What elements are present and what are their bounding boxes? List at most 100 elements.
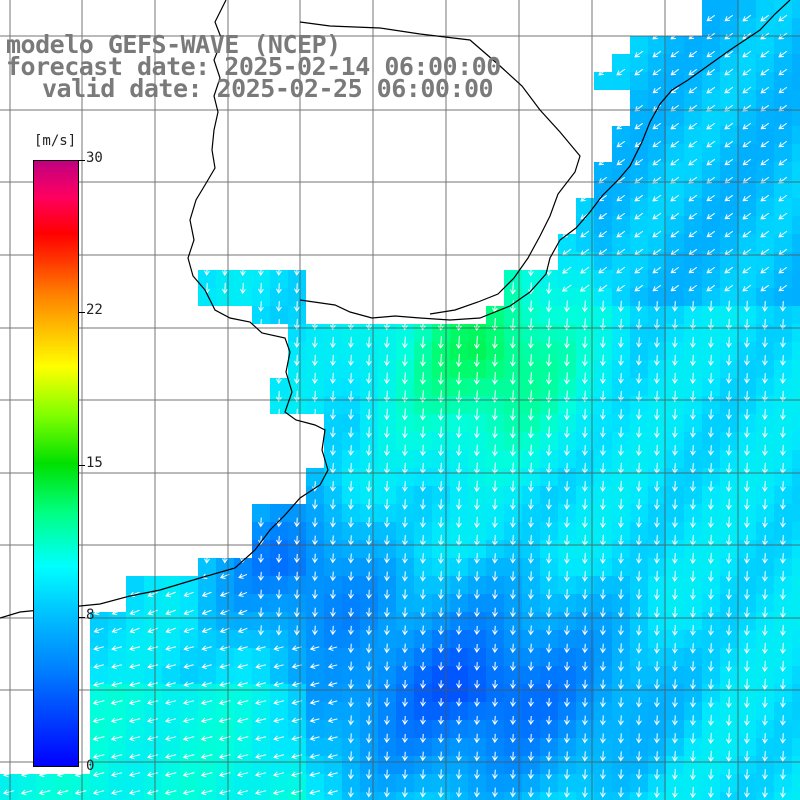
wind-arrow xyxy=(330,391,336,402)
wind-speed-cell xyxy=(666,342,684,360)
wind-speed-cell xyxy=(558,414,576,432)
wind-speed-cell xyxy=(756,630,774,648)
wind-arrow xyxy=(255,699,267,706)
wind-arrow xyxy=(760,14,770,22)
wind-arrow xyxy=(402,769,408,780)
wind-arrow xyxy=(652,158,662,166)
wind-speed-cell xyxy=(594,72,612,90)
wind-speed-cell xyxy=(774,306,792,324)
wind-speed-cell xyxy=(720,0,738,18)
wind-arrow xyxy=(311,372,318,385)
wind-speed-cell xyxy=(702,18,720,36)
wind-speed-cell xyxy=(648,738,666,756)
wind-speed-cell xyxy=(342,774,360,792)
wind-arrow xyxy=(473,408,480,421)
wind-speed-cell xyxy=(288,360,306,378)
wind-speed-cell xyxy=(612,432,630,450)
colorbar xyxy=(33,160,79,767)
wind-arrow xyxy=(384,589,390,600)
wind-speed-cell xyxy=(738,414,756,432)
wind-arrow xyxy=(294,589,300,600)
wind-speed-cell xyxy=(396,630,414,648)
wind-arrow xyxy=(492,553,498,564)
wind-speed-cell xyxy=(306,756,324,774)
wind-speed-cell xyxy=(486,774,504,792)
wind-speed-cell xyxy=(612,378,630,396)
wind-arrow xyxy=(330,625,336,636)
wind-arrow xyxy=(438,787,444,798)
wind-speed-cell xyxy=(792,756,800,774)
wind-arrow xyxy=(510,769,516,780)
wind-arrow xyxy=(779,426,786,439)
wind-arrow xyxy=(654,355,660,366)
wind-arrow xyxy=(455,353,462,368)
wind-arrow xyxy=(509,282,516,295)
wind-speed-cell xyxy=(576,774,594,792)
wind-arrow xyxy=(618,354,624,366)
wind-speed-cell xyxy=(684,270,702,288)
wind-arrow xyxy=(726,571,732,582)
wind-arrow xyxy=(724,86,734,94)
wind-speed-cell xyxy=(486,594,504,612)
wind-arrow xyxy=(129,663,141,670)
wind-speed-cell xyxy=(684,774,702,792)
wind-arrow xyxy=(689,786,696,799)
wind-speed-cell xyxy=(144,792,162,800)
wind-speed-cell xyxy=(396,576,414,594)
wind-arrow xyxy=(401,354,408,367)
wind-speed-cell xyxy=(612,450,630,468)
wind-arrow xyxy=(724,158,734,166)
wind-speed-cell xyxy=(738,270,756,288)
wind-arrow xyxy=(294,301,300,312)
wind-speed-cell xyxy=(144,684,162,702)
wind-arrow xyxy=(690,697,696,708)
wind-speed-cell xyxy=(684,288,702,306)
wind-arrow xyxy=(437,426,444,439)
wind-speed-cell xyxy=(756,288,774,306)
wind-speed-cell xyxy=(720,378,738,396)
wind-speed-cell xyxy=(252,288,270,306)
wind-arrow xyxy=(420,643,426,654)
wind-arrow xyxy=(742,50,752,58)
wind-speed-cell xyxy=(540,522,558,540)
wind-arrow xyxy=(327,681,338,687)
wind-arrow xyxy=(636,355,642,366)
wind-speed-cell xyxy=(324,432,342,450)
wind-arrow xyxy=(510,751,516,762)
wind-arrow xyxy=(474,643,480,653)
wind-speed-cell xyxy=(594,486,612,504)
wind-speed-cell xyxy=(540,630,558,648)
wind-arrow xyxy=(778,50,788,58)
wind-speed-cell xyxy=(612,180,630,198)
wind-arrow xyxy=(401,336,408,349)
wind-arrow xyxy=(366,751,372,762)
wind-arrow xyxy=(636,589,642,600)
wind-arrow xyxy=(510,498,516,510)
wind-arrow xyxy=(528,715,534,725)
wind-arrow xyxy=(38,789,51,796)
wind-speed-cell xyxy=(684,558,702,576)
wind-speed-cell xyxy=(162,738,180,756)
wind-speed-cell xyxy=(90,720,108,738)
wind-speed-cell xyxy=(630,612,648,630)
wind-speed-cell xyxy=(252,666,270,684)
wind-speed-cell xyxy=(450,738,468,756)
wind-speed-cell xyxy=(324,720,342,738)
wind-speed-cell xyxy=(684,144,702,162)
wind-arrow xyxy=(672,301,678,312)
wind-arrow xyxy=(165,645,177,652)
wind-arrow xyxy=(218,699,231,706)
wind-speed-cell xyxy=(774,612,792,630)
wind-arrow xyxy=(309,753,320,760)
wind-speed-cell xyxy=(666,504,684,522)
wind-speed-cell xyxy=(378,576,396,594)
wind-speed-cell xyxy=(558,288,576,306)
wind-speed-cell xyxy=(486,756,504,774)
wind-arrow xyxy=(582,679,588,690)
wind-arrow xyxy=(780,372,786,384)
wind-speed-cell xyxy=(720,18,738,36)
wind-speed-cell xyxy=(594,738,612,756)
wind-speed-cell xyxy=(504,342,522,360)
wind-arrow xyxy=(20,789,33,796)
wind-arrow xyxy=(110,699,123,706)
